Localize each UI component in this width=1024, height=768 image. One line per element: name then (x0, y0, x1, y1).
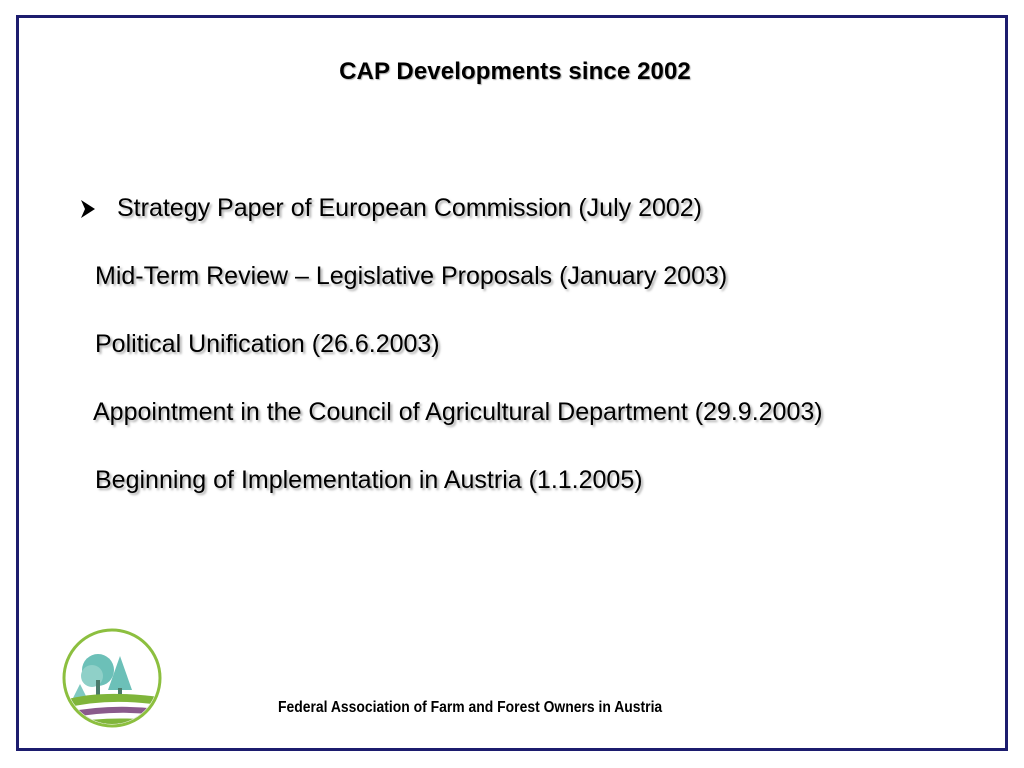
tree-field-logo-icon (62, 628, 162, 728)
item-political-unification: Political Unification (26.6.2003) (95, 330, 440, 358)
bullet-item-strategy-paper: Strategy Paper of European Commission (J… (80, 194, 702, 223)
item-council-appointment: Appointment in the Council of Agricultur… (93, 398, 823, 426)
arrowhead-bullet-icon (81, 199, 95, 218)
item-mid-term-review: Mid-Term Review – Legislative Proposals … (95, 262, 728, 290)
item-implementation-austria: Beginning of Implementation in Austria (… (95, 466, 643, 494)
slide-border (16, 15, 1008, 751)
bullet-item-text: Strategy Paper of European Commission (J… (117, 194, 703, 222)
footer-organization: Federal Association of Farm and Forest O… (278, 699, 663, 716)
slide-title: CAP Developments since 2002 (339, 58, 691, 85)
